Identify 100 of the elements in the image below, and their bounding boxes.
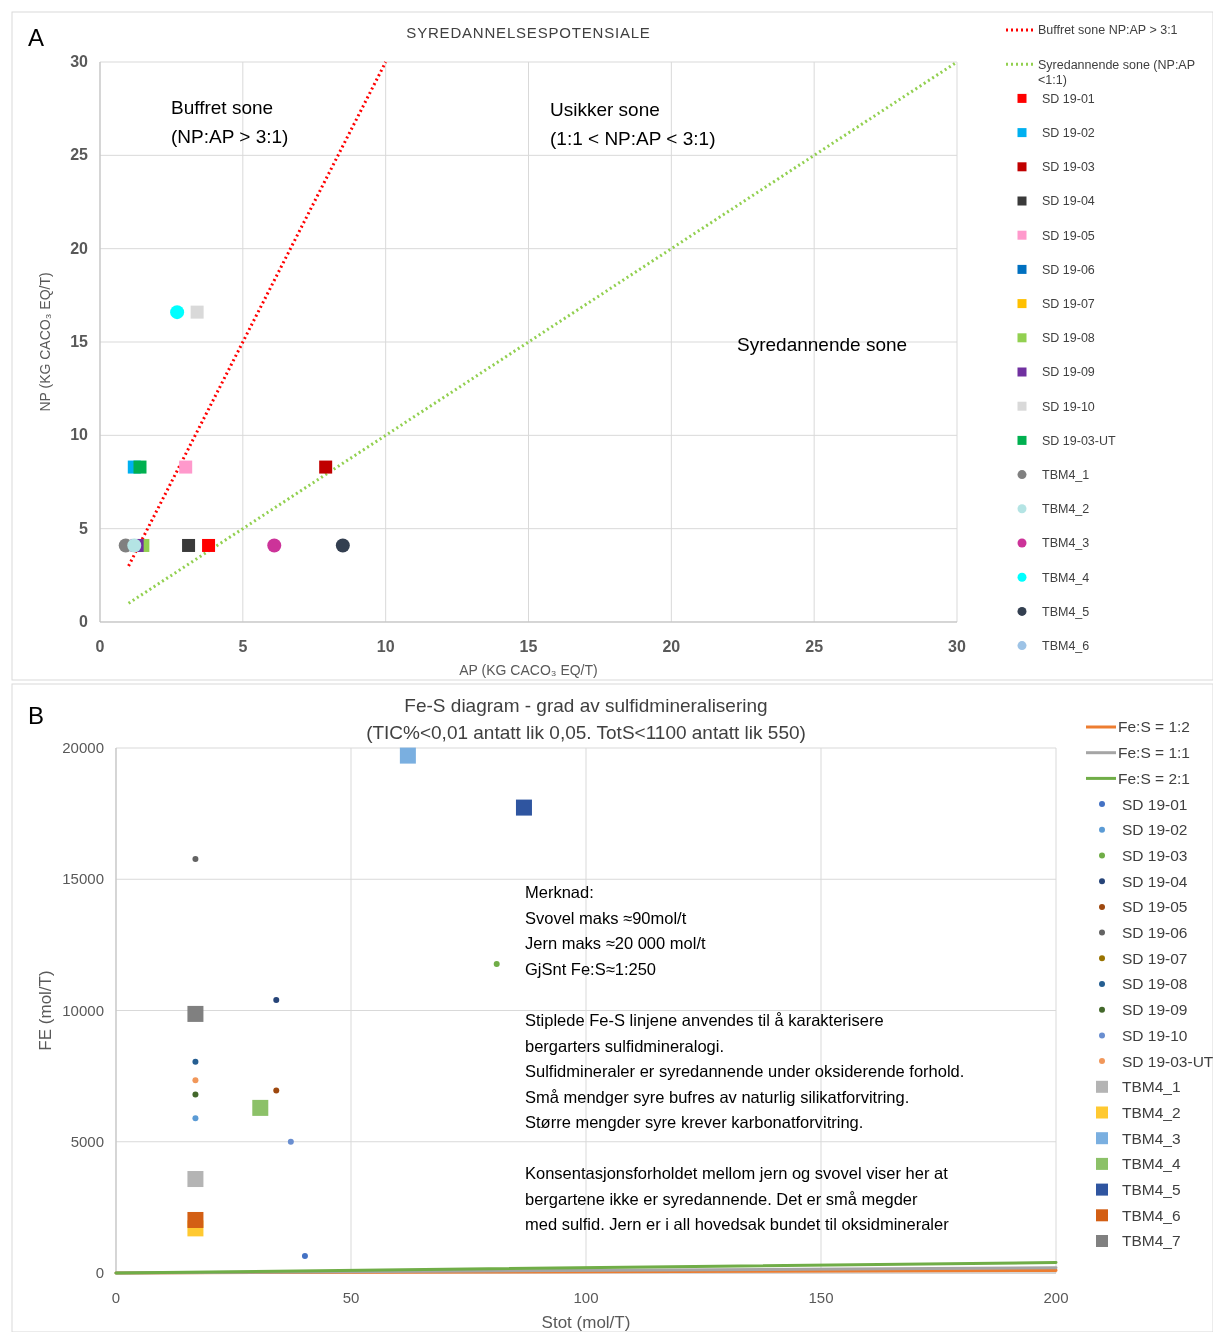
point xyxy=(192,1077,199,1084)
legend-label: TBM4_6 xyxy=(1042,638,1090,653)
point xyxy=(335,538,350,553)
point xyxy=(133,460,147,474)
point xyxy=(493,961,500,968)
point xyxy=(182,538,196,552)
point xyxy=(179,460,193,474)
legend-label: SD 19-10 xyxy=(1122,1026,1188,1044)
x-tick-label: 150 xyxy=(808,1289,834,1306)
legend-label: TBM4_5 xyxy=(1042,604,1090,619)
point xyxy=(187,1211,204,1228)
x-tick-label: 30 xyxy=(948,638,966,655)
y-tick-label: 20 xyxy=(70,239,89,257)
chart-title: SYREDANNELSESPOTENSIALE xyxy=(406,24,651,41)
legend-label: SD 19-06 xyxy=(1042,262,1095,277)
point xyxy=(301,1252,308,1259)
text: B xyxy=(27,702,45,729)
annotation: Usikker sone (1:1 < NP:AP < 3:1) xyxy=(550,99,716,149)
y-tick-label: 15 xyxy=(70,333,89,350)
legend-label: SD 19-05 xyxy=(1042,228,1095,243)
legend-label: TBM4_2 xyxy=(1122,1103,1181,1121)
y-tick-label: 20000 xyxy=(62,739,104,756)
y-tick-label: 10 xyxy=(70,426,89,444)
legend-label: SD 19-07 xyxy=(1122,949,1188,967)
point xyxy=(267,538,282,553)
point xyxy=(187,1171,204,1188)
legend-label: SD 19-04 xyxy=(1122,872,1188,890)
point xyxy=(273,1087,280,1094)
annotation: Syredannende sone xyxy=(737,334,908,355)
x-tick-label: 5 xyxy=(238,638,248,655)
chart-title: Fe-S diagram - grad av sulfidmineralisering xyxy=(404,695,768,716)
x-tick-label: 25 xyxy=(805,638,824,655)
legend-label: TBM4_4 xyxy=(1042,570,1090,585)
x-tick-label: 20 xyxy=(662,638,681,655)
x-tick-label: 15 xyxy=(519,638,538,655)
x-axis-title: Stot (mol/T) xyxy=(541,1313,631,1332)
legend-label: TBM4_2 xyxy=(1042,502,1090,517)
annotation: Stiplede Fe-S linjene anvendes til å karakterisere bergarters sulfidmineralogi. Sulfidmineraler er syredannende under oksiderende forhold. Små mendger syre bufres av naturlig silikatforvitring. Større mengder syre krever karbonatforvitring. xyxy=(525,1011,965,1132)
legend-label: SD 19-07 xyxy=(1042,296,1095,311)
point xyxy=(273,997,280,1003)
legend-label: SD 19-03-UT xyxy=(1122,1052,1213,1070)
point xyxy=(252,1099,269,1116)
legend-label: TBM4_4 xyxy=(1122,1155,1181,1173)
y-tick-label: 30 xyxy=(70,53,89,70)
point xyxy=(192,856,199,863)
point xyxy=(202,538,216,552)
legend-label: Buffret sone NP:AP > 3:1 xyxy=(1038,23,1178,38)
point xyxy=(192,1091,199,1098)
annotation: Buffret sone (NP:AP > 3:1) xyxy=(171,97,289,147)
legend-label: Fe:S = 2:1 xyxy=(1118,769,1190,787)
y-tick-label: 5000 xyxy=(70,1132,104,1150)
legend-label: TBM4_3 xyxy=(1042,536,1090,551)
legend-label: SD 19-03-UT xyxy=(1042,433,1116,448)
x-tick-label: 50 xyxy=(342,1289,360,1306)
legend-label: SD 19-03 xyxy=(1122,846,1188,864)
point xyxy=(515,799,532,816)
legend-label: SD 19-05 xyxy=(1122,898,1188,916)
point xyxy=(319,460,333,474)
legend-label: SD 19-02 xyxy=(1122,821,1188,839)
chart-subtitle: (TIC%<0,01 antatt lik 0,05. TotS<1100 antatt lik 550) xyxy=(366,722,806,743)
x-tick-label: 100 xyxy=(573,1289,599,1306)
y-axis-title: NP (KG CACO₃ EQ/T) xyxy=(37,272,53,412)
point xyxy=(187,1005,204,1022)
legend-label: SD 19-01 xyxy=(1042,91,1095,106)
x-tick-label: 10 xyxy=(376,638,395,655)
legend-label: TBM4_6 xyxy=(1122,1206,1181,1224)
point xyxy=(190,305,204,319)
legend-label: SD 19-01 xyxy=(1122,795,1188,813)
legend-label: SD 19-06 xyxy=(1122,924,1188,942)
y-tick-label: 15000 xyxy=(62,870,104,888)
y-tick-label: 10000 xyxy=(62,1001,104,1019)
point xyxy=(287,1138,294,1145)
legend-label: SD 19-10 xyxy=(1042,399,1095,414)
annotation: Konsentasjonsforholdet mellom jern og svovel viser her at bergartene ikke er syredannende. Det er små megder med sulfid. Jern er i all hovedsak bundet til oksidmineraler xyxy=(525,1164,950,1234)
point xyxy=(192,1058,199,1065)
y-tick-label: 0 xyxy=(79,613,89,630)
legend-label: Syredannende sone (NP:AP <1:1) xyxy=(1038,57,1196,87)
legend-label: SD 19-02 xyxy=(1042,125,1095,140)
legend-label: TBM4_7 xyxy=(1122,1232,1181,1250)
legend-label: SD 19-03 xyxy=(1042,160,1095,175)
legend-label: SD 19-09 xyxy=(1122,1001,1188,1019)
legend-label: Fe:S = 1:2 xyxy=(1118,718,1190,736)
annotation: Merknad: Svovel maks ≈90mol/t Jern maks ≈20 000 mol/t GjSnt Fe:S≈1:250 xyxy=(525,883,706,978)
point xyxy=(399,747,416,764)
text: A xyxy=(27,24,45,51)
point xyxy=(170,305,185,320)
legend-label: SD 19-08 xyxy=(1042,331,1095,346)
y-tick-label: 0 xyxy=(95,1264,104,1281)
point xyxy=(192,1115,199,1122)
y-axis-title: FE (mol/T) xyxy=(36,970,55,1051)
legend-label: SD 19-04 xyxy=(1042,194,1095,209)
legend-label: SD 19-08 xyxy=(1122,975,1188,993)
legend-label: TBM4_1 xyxy=(1122,1078,1181,1096)
legend-label: TBM4_5 xyxy=(1122,1181,1181,1199)
y-tick-label: 5 xyxy=(79,519,89,537)
legend-label: TBM4_1 xyxy=(1042,467,1090,482)
x-axis-title: AP (KG CACO₃ EQ/T) xyxy=(459,662,598,678)
legend-label: SD 19-09 xyxy=(1042,365,1095,380)
legend-label: TBM4_3 xyxy=(1122,1129,1181,1147)
y-tick-label: 25 xyxy=(70,146,89,164)
